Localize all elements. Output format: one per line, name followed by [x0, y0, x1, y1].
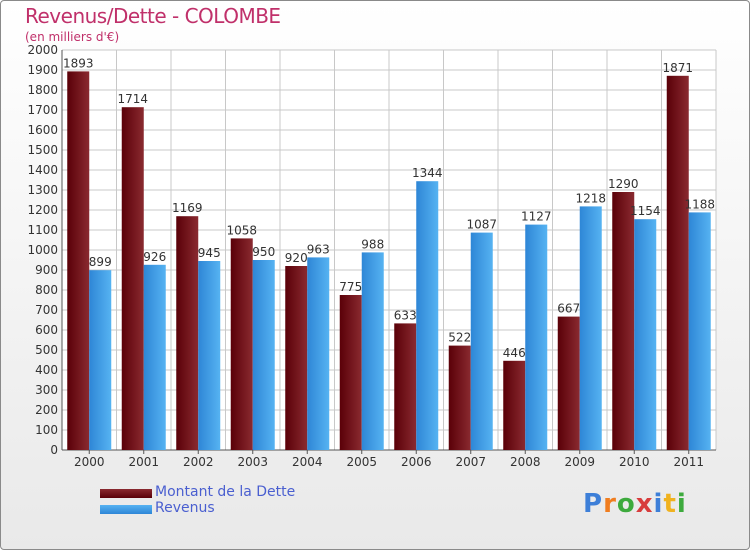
bar-dette — [394, 323, 417, 450]
data-label-revenus: 950 — [252, 245, 275, 259]
bar-dette — [230, 238, 253, 450]
data-labels: 1893 1714 1169 1058 920 775 633 522 446 667 1290 18… — [63, 56, 715, 359]
y-tick-label: 400 — [35, 363, 58, 377]
data-label-revenus: 945 — [198, 246, 221, 260]
x-tick-label: 2005 — [346, 455, 377, 469]
chart-title: Revenus/Dette - COLOMBE — [25, 4, 281, 28]
y-tick-label: 1400 — [27, 163, 58, 177]
data-label-dette: 633 — [394, 308, 417, 322]
logo-letter: x — [635, 489, 654, 519]
y-tick-label: 100 — [35, 423, 58, 437]
x-tick-label: 2002 — [183, 455, 214, 469]
bar-revenus — [634, 219, 657, 450]
data-label-revenus: 926 — [143, 250, 166, 264]
bar-dette — [285, 266, 308, 450]
legend-label-dette: Montant de la Dette — [155, 484, 296, 500]
bar-dette — [503, 360, 526, 450]
data-label-revenus: 1188 — [684, 197, 715, 211]
data-label-revenus: 1344 — [412, 166, 443, 180]
proxiti-logo: Proxiti — [583, 489, 687, 519]
x-tick-label: 2006 — [401, 455, 432, 469]
bar-revenus — [143, 264, 166, 450]
data-label-dette: 1290 — [608, 177, 639, 191]
y-tick-label: 1600 — [27, 123, 58, 137]
data-label-dette: 522 — [448, 331, 471, 345]
y-tick-label: 300 — [35, 383, 58, 397]
y-tick-label: 700 — [35, 303, 58, 317]
y-tick-label: 1700 — [27, 103, 58, 117]
data-label-dette: 1714 — [117, 92, 148, 106]
data-label-revenus: 899 — [89, 255, 112, 269]
y-tick-label: 1500 — [27, 143, 58, 157]
bar-dette — [67, 71, 90, 451]
x-tick-label: 2010 — [619, 455, 650, 469]
y-tick-label: 1000 — [27, 243, 58, 257]
bar-dette — [339, 295, 362, 450]
data-label-revenus: 1154 — [630, 204, 661, 218]
x-tick-label: 2008 — [510, 455, 541, 469]
y-tick-label: 900 — [35, 263, 58, 277]
data-label-dette: 920 — [285, 251, 308, 265]
x-tick-label: 2003 — [237, 455, 268, 469]
logo-letter: t — [663, 489, 677, 519]
data-label-dette: 1169 — [172, 201, 203, 215]
data-label-dette: 1893 — [63, 56, 94, 70]
bar-revenus — [579, 206, 602, 450]
y-tick-label: 200 — [35, 403, 58, 417]
data-label-revenus: 963 — [307, 242, 330, 256]
bar-dette — [612, 192, 635, 450]
y-tick-label: 500 — [35, 343, 58, 357]
data-label-dette: 1871 — [662, 61, 693, 75]
logo-letter: r — [603, 489, 617, 519]
bar-revenus — [470, 232, 493, 450]
x-tick-label: 2007 — [455, 455, 486, 469]
bar-revenus — [688, 212, 711, 450]
x-tick-label: 2001 — [128, 455, 159, 469]
x-tick-label: 2009 — [564, 455, 595, 469]
bar-dette — [121, 107, 144, 450]
bar-dette — [666, 75, 689, 451]
y-tick-label: 600 — [35, 323, 58, 337]
x-tick-label: 2004 — [292, 455, 323, 469]
y-tick-label: 2000 — [27, 43, 58, 57]
data-label-dette: 667 — [557, 302, 580, 316]
logo-letter: i — [676, 489, 687, 519]
logo-letter: P — [583, 489, 604, 519]
axes: 0 100 200 300 400 500 600 700 800 900 1000 1100 1200… — [27, 43, 716, 469]
bar-dette — [448, 345, 471, 450]
bar-revenus — [198, 261, 221, 450]
data-label-revenus: 988 — [361, 237, 384, 251]
data-label-dette: 775 — [339, 280, 362, 294]
y-tick-label: 1200 — [27, 203, 58, 217]
chart-subtitle: (en milliers d'€) — [25, 30, 120, 44]
y-tick-label: 0 — [50, 443, 58, 457]
bar-revenus — [307, 257, 330, 450]
bar-revenus — [525, 224, 548, 450]
legend-swatch-dette — [100, 489, 152, 498]
bar-revenus — [89, 270, 112, 450]
data-label-dette: 1058 — [226, 223, 257, 237]
y-tick-label: 1900 — [27, 63, 58, 77]
bar-revenus — [361, 252, 384, 450]
bars — [67, 71, 711, 451]
y-tick-label: 1100 — [27, 223, 58, 237]
bar-dette — [557, 316, 580, 450]
x-tick-label: 2000 — [74, 455, 105, 469]
y-tick-label: 800 — [35, 283, 58, 297]
bar-dette — [176, 216, 199, 450]
logo-letter: i — [653, 489, 664, 519]
legend-swatch-revenus — [100, 505, 152, 514]
bar-revenus — [416, 181, 439, 450]
logo-letter: o — [616, 489, 636, 519]
data-label-revenus: 1218 — [575, 191, 606, 205]
y-tick-label: 1800 — [27, 83, 58, 97]
bar-revenus — [252, 260, 275, 450]
y-tick-label: 1300 — [27, 183, 58, 197]
data-label-dette: 446 — [503, 346, 526, 360]
legend-label-revenus: Revenus — [155, 500, 215, 516]
data-label-revenus: 1127 — [521, 210, 552, 224]
data-label-revenus: 1087 — [466, 218, 497, 232]
x-tick-label: 2011 — [673, 455, 704, 469]
